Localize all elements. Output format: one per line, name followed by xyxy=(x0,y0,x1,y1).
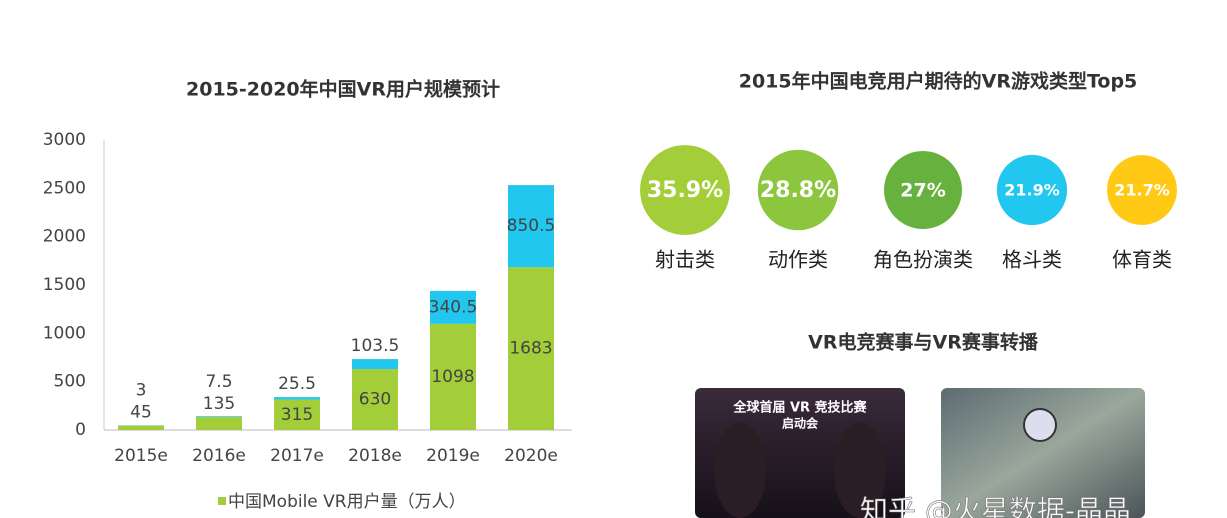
bar-segment xyxy=(352,369,398,430)
bar-segment xyxy=(508,267,554,430)
bubble xyxy=(996,154,1068,226)
bubble-label: 28.8% xyxy=(760,178,836,203)
legend-label: 中国Mobile VR用户量（万人） xyxy=(228,492,466,512)
photo-figure xyxy=(714,422,766,518)
photo xyxy=(941,388,1145,518)
value-label: 630 xyxy=(359,390,391,410)
photo-logo xyxy=(1023,408,1057,442)
bubble xyxy=(1107,155,1177,225)
x-tick-label: 2020e xyxy=(504,446,558,466)
y-tick-label: 1500 xyxy=(43,275,86,295)
value-label: 7.5 xyxy=(205,372,232,392)
bubble-label: 27% xyxy=(900,180,945,202)
photo-figure xyxy=(834,422,886,518)
value-label: 103.5 xyxy=(351,336,400,356)
y-tick-label: 500 xyxy=(54,372,86,392)
x-tick-label: 2016e xyxy=(192,446,246,466)
photo-text: 全球首届 VR 竞技比赛 xyxy=(732,400,867,416)
circles-title: 2015年中国电竞用户期待的VR游戏类型Top5 xyxy=(739,70,1138,93)
x-tick-label: 2015e xyxy=(114,446,168,466)
x-tick-label: 2018e xyxy=(348,446,402,466)
value-label: 25.5 xyxy=(278,374,316,394)
bar-segment xyxy=(196,416,242,417)
bar-segment xyxy=(118,425,164,430)
category-label: 格斗类 xyxy=(1002,248,1062,272)
bubble xyxy=(757,149,839,231)
value-label: 3 xyxy=(136,381,147,401)
bubble-label: 21.9% xyxy=(1004,181,1060,200)
bubble-label: 21.7% xyxy=(1114,181,1170,200)
x-tick-label: 2017e xyxy=(270,446,324,466)
category-label: 射击类 xyxy=(655,248,715,272)
category-label: 角色扮演类 xyxy=(873,248,973,272)
value-label: 1683 xyxy=(509,339,552,359)
value-label: 135 xyxy=(203,394,235,414)
y-tick-label: 0 xyxy=(75,420,86,440)
bubble-label: 35.9% xyxy=(647,178,723,203)
x-tick-label: 2019e xyxy=(426,446,480,466)
bar-segment xyxy=(508,185,554,268)
section-title: VR电竞赛事与VR赛事转播 xyxy=(808,331,1039,354)
category-label: 体育类 xyxy=(1112,248,1172,272)
bar-segment xyxy=(274,399,320,430)
y-tick-label: 2000 xyxy=(43,227,86,247)
legend-swatch xyxy=(218,497,226,505)
watermark: 知乎 @火星数据-晶晶 xyxy=(860,494,1131,518)
bubble xyxy=(884,151,962,229)
y-tick-label: 3000 xyxy=(43,130,86,150)
value-label: 315 xyxy=(281,405,313,425)
bar-segment xyxy=(430,290,476,324)
bar-segment xyxy=(430,323,476,430)
bar-segment xyxy=(274,397,320,400)
bar-segment xyxy=(352,359,398,370)
value-label: 1098 xyxy=(431,367,474,387)
value-label: 45 xyxy=(130,403,152,423)
y-tick-label: 2500 xyxy=(43,178,86,198)
y-tick-label: 1000 xyxy=(43,323,86,343)
bar-segment xyxy=(196,416,242,430)
value-label: 850.5 xyxy=(507,216,556,236)
photo-text: 启动会 xyxy=(782,416,819,431)
value-label: 340.5 xyxy=(429,297,478,317)
category-label: 动作类 xyxy=(768,248,828,272)
bubble xyxy=(640,145,730,235)
bar-chart-title: 2015-2020年中国VR用户规模预计 xyxy=(186,78,500,101)
